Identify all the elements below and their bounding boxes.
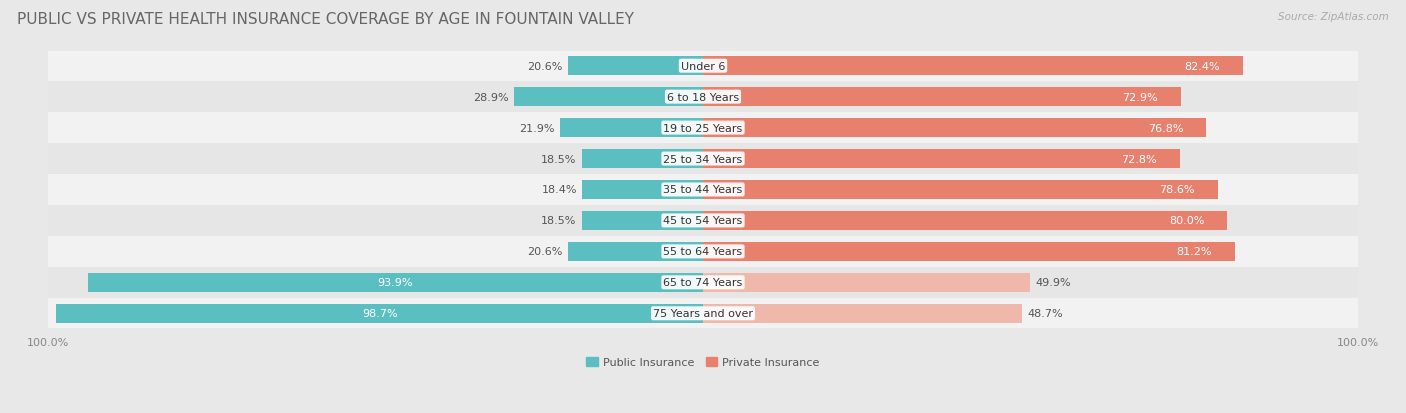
Text: Under 6: Under 6: [681, 62, 725, 71]
Bar: [582, 181, 703, 199]
Bar: [703, 181, 1218, 199]
Text: 21.9%: 21.9%: [519, 123, 554, 133]
Text: PUBLIC VS PRIVATE HEALTH INSURANCE COVERAGE BY AGE IN FOUNTAIN VALLEY: PUBLIC VS PRIVATE HEALTH INSURANCE COVER…: [17, 12, 634, 27]
Bar: [48, 51, 1358, 82]
Text: 20.6%: 20.6%: [527, 247, 562, 257]
Text: 18.4%: 18.4%: [541, 185, 578, 195]
Bar: [48, 299, 1358, 329]
Text: 72.9%: 72.9%: [1122, 93, 1157, 102]
Bar: [568, 242, 703, 261]
Text: 6 to 18 Years: 6 to 18 Years: [666, 93, 740, 102]
Bar: [48, 175, 1358, 205]
Bar: [703, 304, 1022, 323]
Bar: [703, 57, 1243, 76]
Text: 48.7%: 48.7%: [1028, 309, 1063, 318]
Text: 55 to 64 Years: 55 to 64 Years: [664, 247, 742, 257]
Text: 98.7%: 98.7%: [361, 309, 398, 318]
Bar: [703, 242, 1234, 261]
Bar: [703, 119, 1206, 138]
Text: 80.0%: 80.0%: [1168, 216, 1205, 226]
Bar: [48, 144, 1358, 174]
Text: 65 to 74 Years: 65 to 74 Years: [664, 278, 742, 287]
Text: 25 to 34 Years: 25 to 34 Years: [664, 154, 742, 164]
Bar: [87, 273, 703, 292]
Bar: [568, 57, 703, 76]
Bar: [48, 237, 1358, 267]
Bar: [703, 273, 1031, 292]
Bar: [48, 206, 1358, 236]
Text: 20.6%: 20.6%: [527, 62, 562, 71]
Bar: [560, 119, 703, 138]
Text: 35 to 44 Years: 35 to 44 Years: [664, 185, 742, 195]
Text: 76.8%: 76.8%: [1147, 123, 1184, 133]
Text: 49.9%: 49.9%: [1035, 278, 1071, 287]
Text: 81.2%: 81.2%: [1177, 247, 1212, 257]
Bar: [703, 211, 1227, 230]
Bar: [582, 211, 703, 230]
Text: 72.8%: 72.8%: [1122, 154, 1157, 164]
Text: Source: ZipAtlas.com: Source: ZipAtlas.com: [1278, 12, 1389, 22]
Text: 18.5%: 18.5%: [541, 216, 576, 226]
Text: 45 to 54 Years: 45 to 54 Years: [664, 216, 742, 226]
Text: 75 Years and over: 75 Years and over: [652, 309, 754, 318]
Bar: [513, 88, 703, 107]
Bar: [582, 150, 703, 169]
Text: 78.6%: 78.6%: [1160, 185, 1195, 195]
Bar: [56, 304, 703, 323]
Text: 93.9%: 93.9%: [378, 278, 413, 287]
Bar: [48, 82, 1358, 112]
Text: 28.9%: 28.9%: [472, 93, 509, 102]
Bar: [48, 113, 1358, 143]
Text: 82.4%: 82.4%: [1184, 62, 1220, 71]
Bar: [48, 268, 1358, 298]
Bar: [703, 88, 1181, 107]
Text: 18.5%: 18.5%: [541, 154, 576, 164]
Legend: Public Insurance, Private Insurance: Public Insurance, Private Insurance: [582, 353, 824, 372]
Text: 19 to 25 Years: 19 to 25 Years: [664, 123, 742, 133]
Bar: [703, 150, 1180, 169]
